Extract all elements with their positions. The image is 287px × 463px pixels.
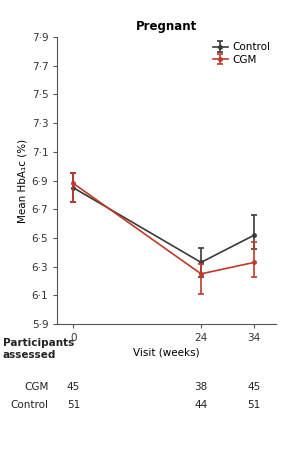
Text: CGM: CGM — [24, 382, 49, 392]
Text: 45: 45 — [248, 382, 261, 392]
Text: 51: 51 — [248, 400, 261, 411]
Y-axis label: Mean HbA₁c (%): Mean HbA₁c (%) — [18, 138, 28, 223]
Legend: Control, CGM: Control, CGM — [210, 40, 272, 67]
Text: Control: Control — [11, 400, 49, 411]
Title: Pregnant: Pregnant — [136, 20, 197, 33]
Text: 44: 44 — [194, 400, 208, 411]
Text: Participants
assessed: Participants assessed — [3, 338, 74, 360]
Text: 38: 38 — [194, 382, 208, 392]
X-axis label: Visit (weeks): Visit (weeks) — [133, 347, 200, 357]
Text: 51: 51 — [67, 400, 80, 411]
Text: 45: 45 — [67, 382, 80, 392]
